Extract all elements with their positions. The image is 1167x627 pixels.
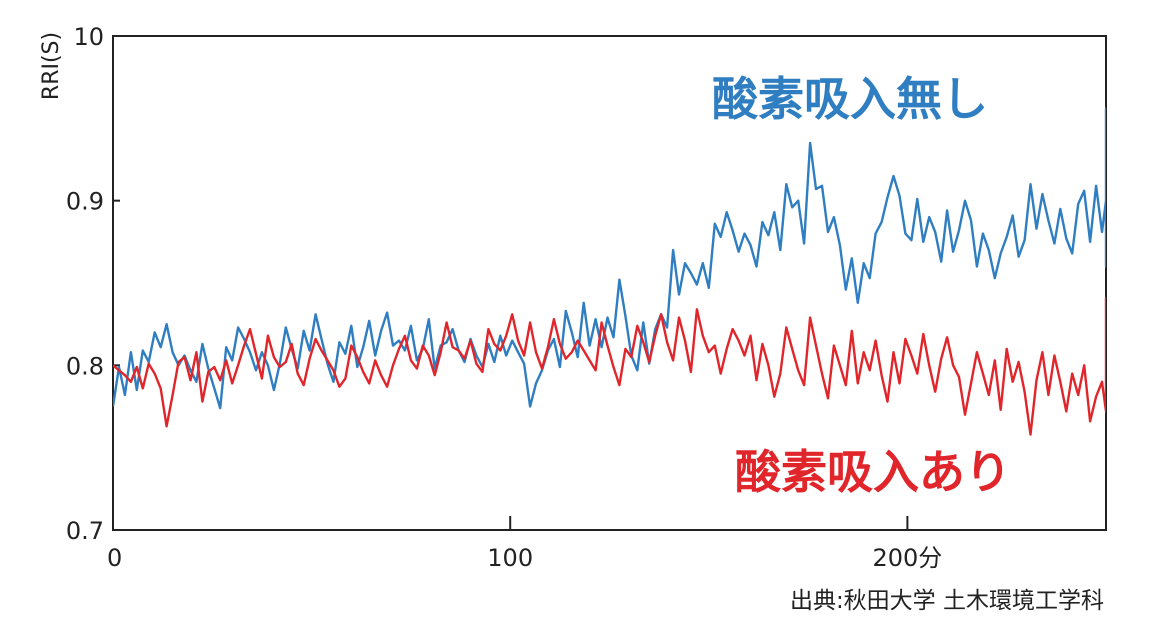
y-tick-label: 0.9	[66, 188, 104, 216]
y-tick-label: 10	[73, 23, 104, 51]
y-tick-label: 0.7	[66, 517, 104, 545]
axes-frame	[112, 35, 1107, 531]
y-axis-label: RRI(S)	[39, 32, 64, 100]
series-label-with-oxygen: 酸素吸入あり	[735, 445, 1011, 499]
plot-frame	[112, 35, 1107, 531]
series-label-no-oxygen: 酸素吸入無し	[712, 72, 988, 126]
series-lines	[113, 107, 1106, 436]
x-axis-ticks: 0 100 200分	[107, 516, 942, 572]
source-credit: 出典:秋田大学 土木環境工学科	[790, 588, 1104, 614]
y-tick-label: 0.8	[66, 352, 104, 380]
series-line-no-oxygen	[113, 107, 1106, 410]
x-tick-label: 0	[107, 544, 122, 572]
y-axis-ticks: 0.7 0.8 0.9 10	[66, 23, 120, 545]
x-tick-label: 200分	[872, 544, 942, 572]
x-tick-label: 100	[487, 544, 533, 572]
series-line-with-oxygen	[113, 296, 1106, 436]
